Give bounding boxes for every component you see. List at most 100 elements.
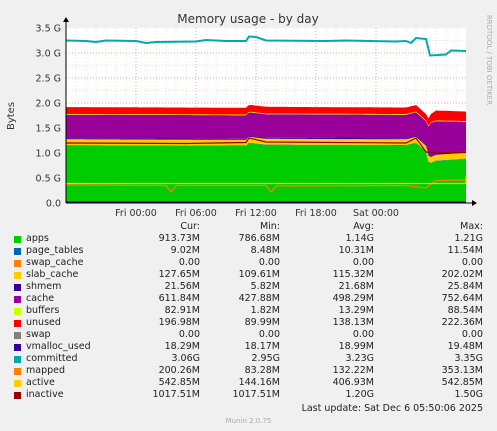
legend-cur-value: 0.00 <box>178 329 200 340</box>
legend-min-value: 786.68M <box>238 233 280 244</box>
legend-label: committed <box>26 353 78 364</box>
area-unused <box>66 105 466 126</box>
legend-min-value: 427.88M <box>238 293 280 304</box>
legend-min-value: 144.16M <box>238 377 280 388</box>
legend-avg-value: 115.32M <box>332 269 374 280</box>
legend-cur-value: 200.26M <box>158 365 200 376</box>
legend-rows: apps 913.73M 786.68M 1.14G 1.21G page_tables 9… <box>0 233 497 401</box>
legend-cur-value: 9.02M <box>170 245 200 256</box>
legend-max-value: 1.21G <box>454 233 483 244</box>
legend-avg-value: 132.22M <box>332 365 374 376</box>
legend-row: buffers 82.91M 1.82M 13.29M 88.54M <box>0 305 497 317</box>
stacked-areas <box>66 105 466 203</box>
legend-avg-value: 406.93M <box>332 377 374 388</box>
legend-swatch <box>14 308 21 315</box>
legend-label: swap <box>26 329 51 340</box>
munin-version: Munin 2.0.75 <box>225 417 272 425</box>
legend-swatch <box>14 344 21 351</box>
legend-label: vmalloc_used <box>26 341 91 352</box>
legend-min-value: 18.17M <box>244 341 280 352</box>
legend-cur-value: 913.73M <box>158 233 200 244</box>
line-committed <box>65 35 467 57</box>
area-cache <box>66 112 466 156</box>
legend-swatch <box>14 392 21 399</box>
x-tick-label: Fri 12:00 <box>235 208 277 219</box>
legend-cur-value: 3.06G <box>171 353 200 364</box>
legend-cur-value: 196.98M <box>158 317 200 328</box>
legend-row: unused 196.98M 89.99M 138.13M 222.36M <box>0 317 497 329</box>
y-tick-label: 3.5 G <box>36 24 62 35</box>
y-tick-label: 0.5 G <box>36 174 62 185</box>
legend-min-value: 83.28M <box>244 365 280 376</box>
y-tick-label: 1.0 G <box>36 149 62 160</box>
legend-swatch <box>14 332 21 339</box>
legend: Cur: Min: Avg: Max: apps 913.73M 786.68M 1.… <box>0 221 497 401</box>
legend-min-value: 1017.51M <box>232 389 280 400</box>
line-active <box>66 176 467 185</box>
rrdtool-credit: RRDTOOL / TOBI OETIKER <box>485 15 493 105</box>
y-axis-label: Bytes <box>6 102 17 130</box>
legend-avg-value: 10.31M <box>338 245 374 256</box>
legend-row: slab_cache 127.65M 109.61M 115.32M 202.02M <box>0 269 497 281</box>
header-min: Min: <box>259 221 280 232</box>
legend-max-value: 3.35G <box>454 353 483 364</box>
legend-avg-value: 3.23G <box>345 353 374 364</box>
x-axis-arrow <box>472 200 477 206</box>
legend-label: mapped <box>26 365 66 376</box>
legend-max-value: 0.00 <box>461 257 483 268</box>
legend-row: swap_cache 0.00 0.00 0.00 0.00 <box>0 257 497 269</box>
legend-min-value: 8.48M <box>250 245 280 256</box>
legend-cur-value: 611.84M <box>158 293 200 304</box>
legend-swatch <box>14 260 21 267</box>
legend-label: shmem <box>26 281 62 292</box>
y-tick-label: 2.5 G <box>36 74 62 85</box>
legend-swatch <box>14 236 21 243</box>
legend-min-value: 2.95G <box>251 353 280 364</box>
y-tick-label: 3.0 G <box>36 49 62 60</box>
y-tick-label: 0.0 <box>46 199 61 210</box>
y-tick-label: 1.5 G <box>36 124 62 135</box>
x-tick-label: Fri 06:00 <box>175 208 217 219</box>
legend-max-value: 353.13M <box>441 365 483 376</box>
legend-swatch <box>14 248 21 255</box>
legend-avg-value: 138.13M <box>332 317 374 328</box>
legend-cur-value: 0.00 <box>178 257 200 268</box>
legend-header: Cur: Min: Avg: Max: <box>0 221 497 233</box>
last-update: Last update: Sat Dec 6 05:50:06 2025 <box>301 403 483 414</box>
legend-swatch <box>14 356 21 363</box>
legend-cur-value: 127.65M <box>158 269 200 280</box>
legend-swatch <box>14 320 21 327</box>
legend-cur-value: 1017.51M <box>152 389 200 400</box>
legend-min-value: 0.00 <box>258 329 280 340</box>
legend-avg-value: 1.14G <box>345 233 374 244</box>
x-tick-label: Sat 00:00 <box>353 208 399 219</box>
legend-row: apps 913.73M 786.68M 1.14G 1.21G <box>0 233 497 245</box>
legend-avg-value: 13.29M <box>338 305 374 316</box>
legend-label: apps <box>26 233 49 244</box>
legend-avg-value: 0.00 <box>352 329 374 340</box>
legend-max-value: 0.00 <box>461 329 483 340</box>
legend-max-value: 1.50G <box>454 389 483 400</box>
line-mapped <box>65 179 467 193</box>
legend-cur-value: 542.85M <box>158 377 200 388</box>
legend-row: inactive 1017.51M 1017.51M 1.20G 1.50G <box>0 389 497 401</box>
legend-row: swap 0.00 0.00 0.00 0.00 <box>0 329 497 341</box>
legend-avg-value: 21.68M <box>338 281 374 292</box>
legend-avg-value: 1.20G <box>345 389 374 400</box>
legend-avg-value: 0.00 <box>352 257 374 268</box>
legend-row: active 542.85M 144.16M 406.93M 542.85M <box>0 377 497 389</box>
legend-swatch <box>14 368 21 375</box>
legend-max-value: 19.48M <box>447 341 483 352</box>
x-tick-label: Fri 00:00 <box>115 208 157 219</box>
legend-min-value: 1.82M <box>250 305 280 316</box>
legend-avg-value: 18.99M <box>338 341 374 352</box>
line-inactive <box>65 137 467 154</box>
y-axis-arrow <box>63 17 69 22</box>
legend-max-value: 11.54M <box>447 245 483 256</box>
legend-label: cache <box>26 293 55 304</box>
x-tick-label: Fri 18:00 <box>295 208 337 219</box>
chart-title: Memory usage - by day <box>177 12 318 26</box>
legend-label: inactive <box>26 389 64 400</box>
legend-cur-value: 18.29M <box>164 341 200 352</box>
legend-row: shmem 21.56M 5.82M 21.68M 25.84M <box>0 281 497 293</box>
